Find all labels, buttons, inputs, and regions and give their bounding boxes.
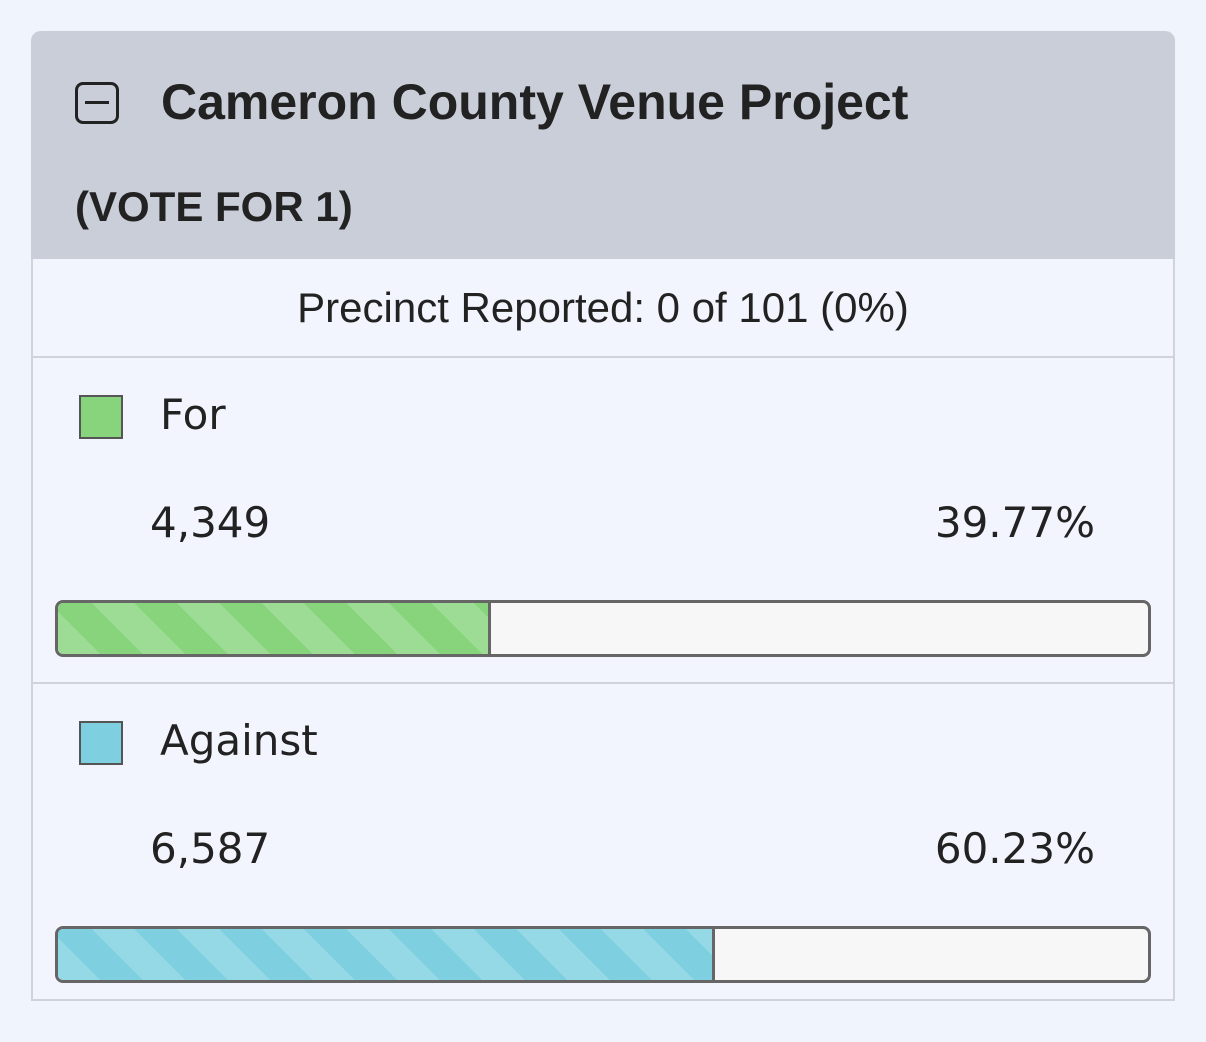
contest-header: Cameron County Venue Project (VOTE FOR 1… xyxy=(31,31,1175,259)
vote-count: 4,349 xyxy=(150,498,271,547)
progress-track xyxy=(55,600,1151,657)
color-swatch xyxy=(79,721,123,765)
progress-track xyxy=(55,926,1151,983)
progress-fill xyxy=(58,929,715,980)
choice-row: Against 6,587 60.23% xyxy=(33,682,1173,1008)
progress-fill xyxy=(58,603,492,654)
vote-percent: 39.77% xyxy=(934,498,1095,547)
precincts-reported: Precinct Reported: 0 of 101 (0%) xyxy=(33,259,1173,358)
choice-name: Against xyxy=(160,716,318,765)
collapse-button[interactable] xyxy=(75,82,119,124)
contest-title: Cameron County Venue Project xyxy=(161,74,909,130)
vote-for: (VOTE FOR 1) xyxy=(75,183,353,230)
contest-card: Cameron County Venue Project (VOTE FOR 1… xyxy=(31,31,1175,1001)
color-swatch xyxy=(79,395,123,439)
choice-row: For 4,349 39.77% xyxy=(33,358,1173,682)
vote-count: 6,587 xyxy=(150,824,271,873)
choice-name: For xyxy=(160,390,226,439)
vote-percent: 60.23% xyxy=(934,824,1095,873)
